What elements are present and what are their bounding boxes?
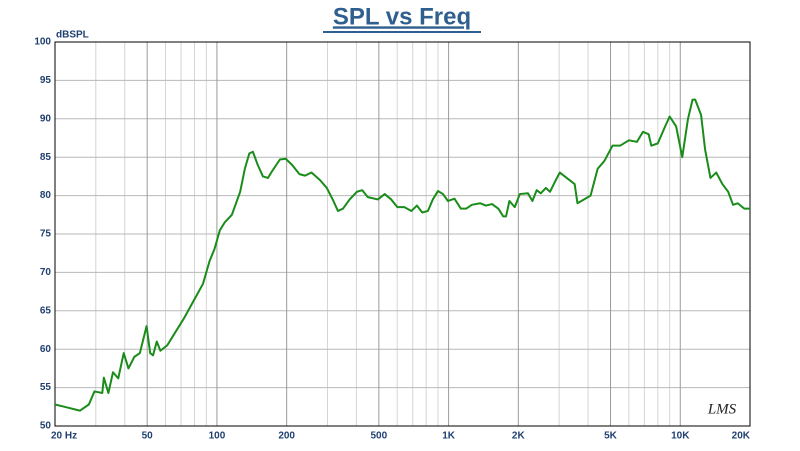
y-axis-label: dBSPL [56, 30, 89, 41]
x-tick-label: 200 [278, 431, 295, 442]
y-tick-label: 70 [40, 267, 52, 278]
x-tick-label: 20K [732, 431, 751, 442]
x-tick-label: 10K [671, 431, 690, 442]
y-tick-label: 50 [40, 421, 52, 432]
plot-frame [54, 41, 751, 427]
x-tick-label: 1K [442, 431, 456, 442]
spl-line [54, 98, 750, 412]
x-tick-label: 500 [371, 431, 388, 442]
watermark: LMS [707, 401, 737, 417]
y-tick-label: 95 [40, 75, 52, 86]
x-tick-label: 50 [142, 431, 154, 442]
chart-title: SPL vs Freq [333, 3, 471, 30]
x-tick-label: 5K [604, 431, 618, 442]
y-tick-label: 85 [40, 152, 52, 163]
y-tick-label: 55 [40, 382, 52, 393]
y-tick-label: 80 [40, 190, 52, 201]
y-tick-label: 90 [40, 113, 52, 124]
y-tick-label: 65 [40, 305, 52, 316]
y-tick-label: 100 [34, 37, 51, 48]
y-tick-label: 60 [40, 344, 52, 355]
y-tick-label: 75 [40, 229, 52, 240]
x-tick-label: 20 Hz [51, 431, 77, 442]
x-tick-label: 100 [209, 431, 226, 442]
x-tick-label: 2K [512, 431, 526, 442]
